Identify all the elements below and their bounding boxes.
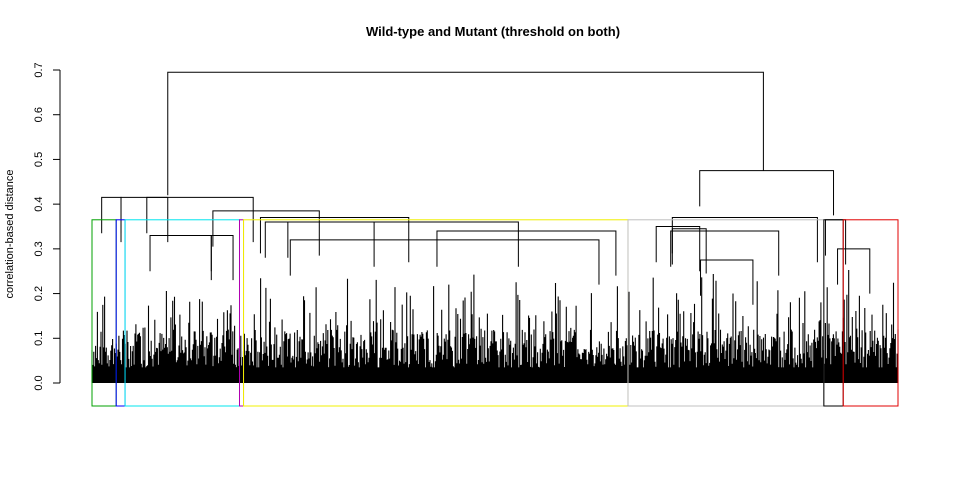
merge-branch — [289, 239, 600, 285]
y-axis: 0.0 0.1 0.2 0.3 0.4 0.5 0.6 0.7 — [33, 62, 61, 391]
y-tick-label: 0.4 — [33, 196, 45, 211]
merge-branch — [837, 248, 871, 294]
leaf-base — [92, 367, 898, 383]
merge-branch — [655, 226, 701, 272]
merge-branch — [700, 259, 754, 305]
y-axis-label: correlation-based distance — [4, 169, 16, 298]
y-tick-label: 0.5 — [33, 152, 45, 167]
y-tick-label: 0.7 — [33, 62, 45, 77]
y-tick-label: 0.0 — [33, 375, 45, 390]
merge-branch — [149, 234, 212, 281]
merge-branch — [699, 170, 835, 216]
leaf-branches — [91, 270, 899, 383]
dendrogram-leaves — [91, 270, 899, 383]
merge-branch — [210, 234, 234, 281]
merge-branch — [287, 221, 519, 267]
root-merge — [167, 71, 764, 196]
dendrogram-branches — [101, 71, 871, 305]
y-tick-label: 0.3 — [33, 241, 45, 256]
merge-branch — [671, 217, 818, 263]
merge-branch — [436, 230, 617, 276]
chart-title: Wild-type and Mutant (threshold on both) — [366, 24, 620, 39]
y-tick-label: 0.2 — [33, 286, 45, 301]
y-tick-label: 0.6 — [33, 107, 45, 122]
merge-branch — [670, 230, 780, 276]
merge-branch — [671, 228, 707, 274]
cluster-rectangles — [91, 219, 899, 407]
merge-branch — [824, 219, 847, 265]
y-tick-label: 0.1 — [33, 331, 45, 346]
cluster-box — [842, 219, 899, 407]
merge-branch — [212, 210, 320, 256]
